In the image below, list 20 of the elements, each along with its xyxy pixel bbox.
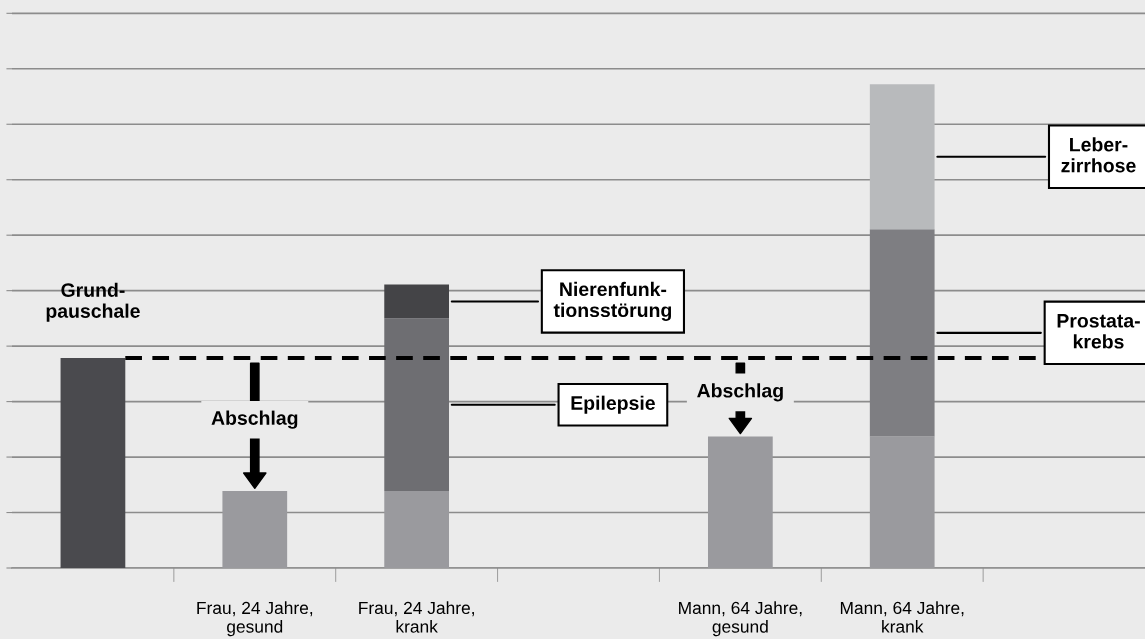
x-tick-label: Frau, 24 Jahre, krank — [359, 601, 474, 633]
bar — [707, 436, 773, 568]
x-tick-label: Mann, 64 Jahre, gesund — [679, 601, 802, 637]
bar — [384, 491, 450, 568]
bar — [60, 358, 126, 568]
bar — [869, 84, 935, 230]
annotation: Nierenfunk- tionsstörung — [553, 281, 672, 321]
bar — [384, 318, 450, 492]
bar — [869, 436, 935, 568]
annotation: Abschlag — [211, 410, 298, 429]
annotation: Prostata- krebs — [1057, 314, 1140, 349]
annotation: Abschlag — [697, 383, 783, 402]
annotation: Epilepsie — [571, 395, 655, 414]
x-tick-label: Frau, 24 Jahre, gesund — [197, 601, 313, 637]
x-tick-label: Mann, 64 Jahre, krank — [840, 601, 964, 633]
bar — [384, 284, 450, 319]
annotation: Grund- pauschale — [46, 282, 140, 322]
bar — [222, 491, 288, 568]
annotation: Leber- zirrhose — [1061, 137, 1136, 173]
bar — [869, 229, 935, 437]
